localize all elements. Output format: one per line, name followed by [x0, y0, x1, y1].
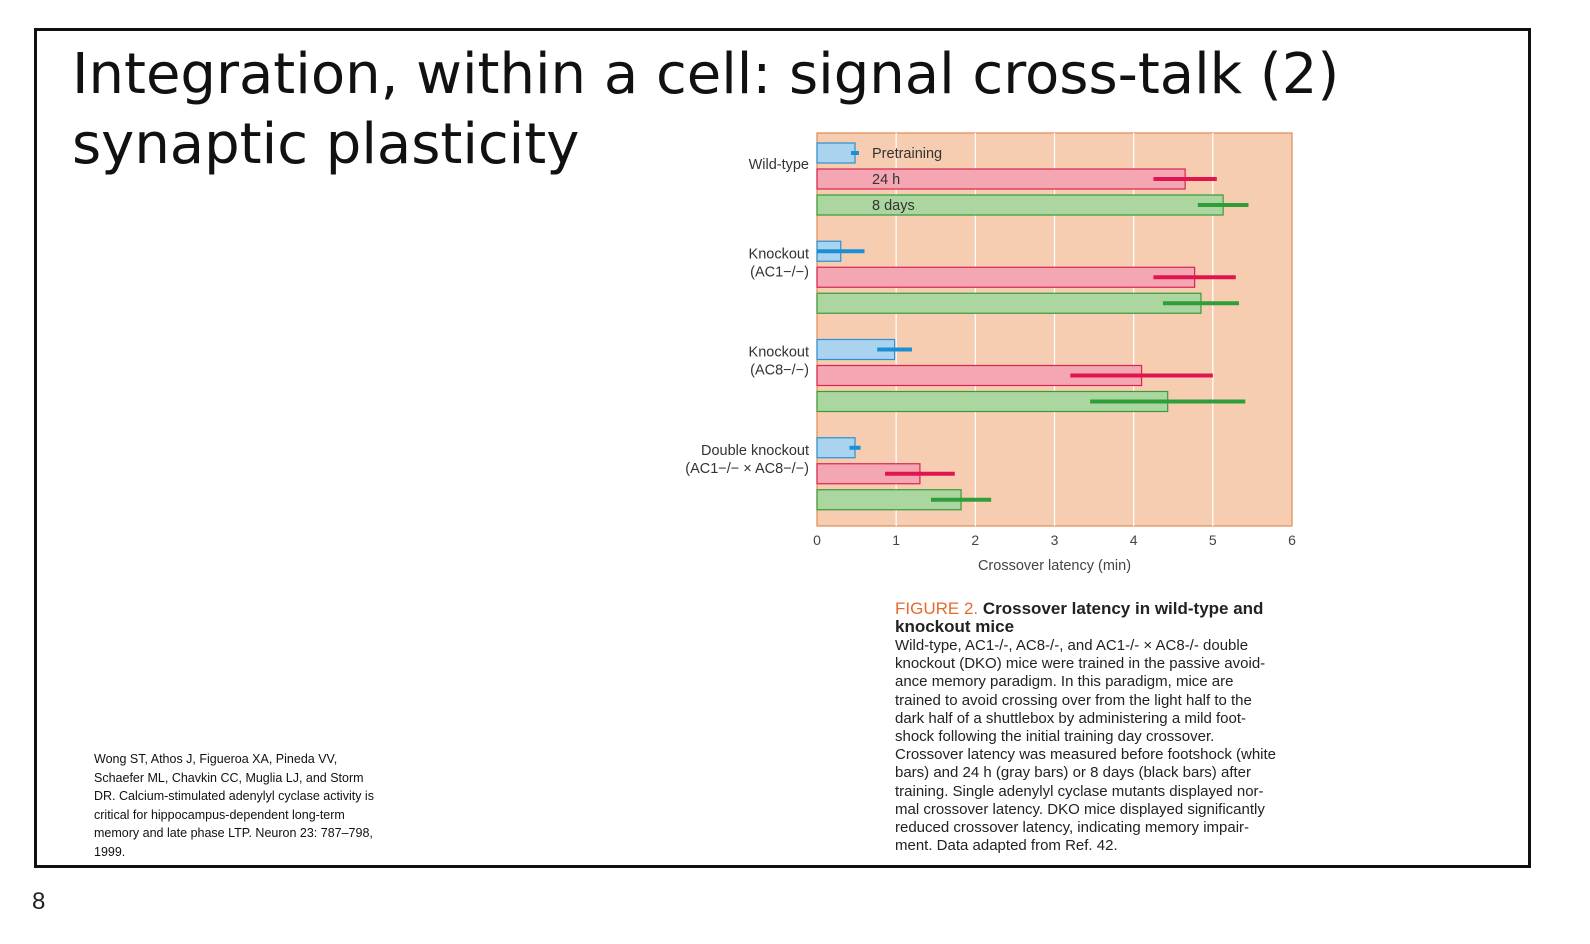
bar-1-1	[816, 266, 1196, 288]
x-tick-label-0: 0	[813, 532, 821, 548]
group-label-2-0: Knockout	[749, 345, 809, 361]
figure-caption: FIGURE 2. Crossover latency in wild-type…	[895, 600, 1335, 855]
group-label-0-0: Wild-type	[749, 157, 809, 173]
group-label-3-0: Double knockout	[701, 443, 809, 459]
caption-heading: FIGURE 2. Crossover latency in wild-type…	[895, 600, 1335, 636]
bar-3-0	[816, 437, 856, 459]
bar-1-2	[816, 292, 1202, 314]
series-label-1: 24 h	[872, 172, 900, 188]
caption-figure-label: FIGURE 2.	[895, 599, 979, 618]
series-label-2: 8 days	[872, 198, 915, 214]
citation-reference: Wong ST, Athos J, Figueroa XA, Pineda VV…	[94, 752, 374, 859]
slide-title-line-2: synaptic plasticity	[72, 112, 580, 177]
slide-frame	[34, 28, 1531, 868]
group-label-1-0: Knockout	[749, 246, 809, 262]
x-tick-label-2: 2	[971, 532, 979, 548]
x-tick-label-5: 5	[1209, 532, 1217, 548]
series-label-0: Pretraining	[872, 146, 942, 162]
slide-title: Integration, within a cell: signal cross…	[72, 40, 1372, 180]
caption-title: Crossover latency in wild-type and knock…	[895, 599, 1264, 636]
x-axis-label: Crossover latency (min)	[978, 558, 1131, 574]
x-tick-label-1: 1	[892, 532, 900, 548]
bar-0-0	[816, 142, 856, 164]
x-tick-label-6: 6	[1288, 532, 1296, 548]
caption-body: Wild-type, AC1-/-, AC8-/-, and AC1-/- × …	[895, 637, 1277, 855]
group-label-2-1: (AC8−/−)	[750, 363, 809, 379]
group-label-3-1: (AC1−/− × AC8−/−)	[685, 461, 809, 477]
crossover-latency-chart: 0 1 2 3 4 5 6 Crossover latency (min) Pretrainin…	[685, 132, 1296, 574]
page-number: 8	[32, 888, 46, 915]
x-tick-label-3: 3	[1051, 532, 1059, 548]
group-label-1-1: (AC1−/−)	[750, 264, 809, 280]
slide-title-line-1: Integration, within a cell: signal cross…	[72, 42, 1340, 107]
x-tick-label-4: 4	[1130, 532, 1138, 548]
